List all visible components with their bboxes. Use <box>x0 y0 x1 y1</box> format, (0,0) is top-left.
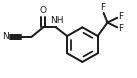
Text: NH: NH <box>50 16 64 25</box>
Text: F: F <box>118 24 123 33</box>
Text: F: F <box>118 12 123 21</box>
Text: O: O <box>40 6 47 15</box>
Text: N: N <box>2 32 9 41</box>
Text: F: F <box>100 2 105 12</box>
